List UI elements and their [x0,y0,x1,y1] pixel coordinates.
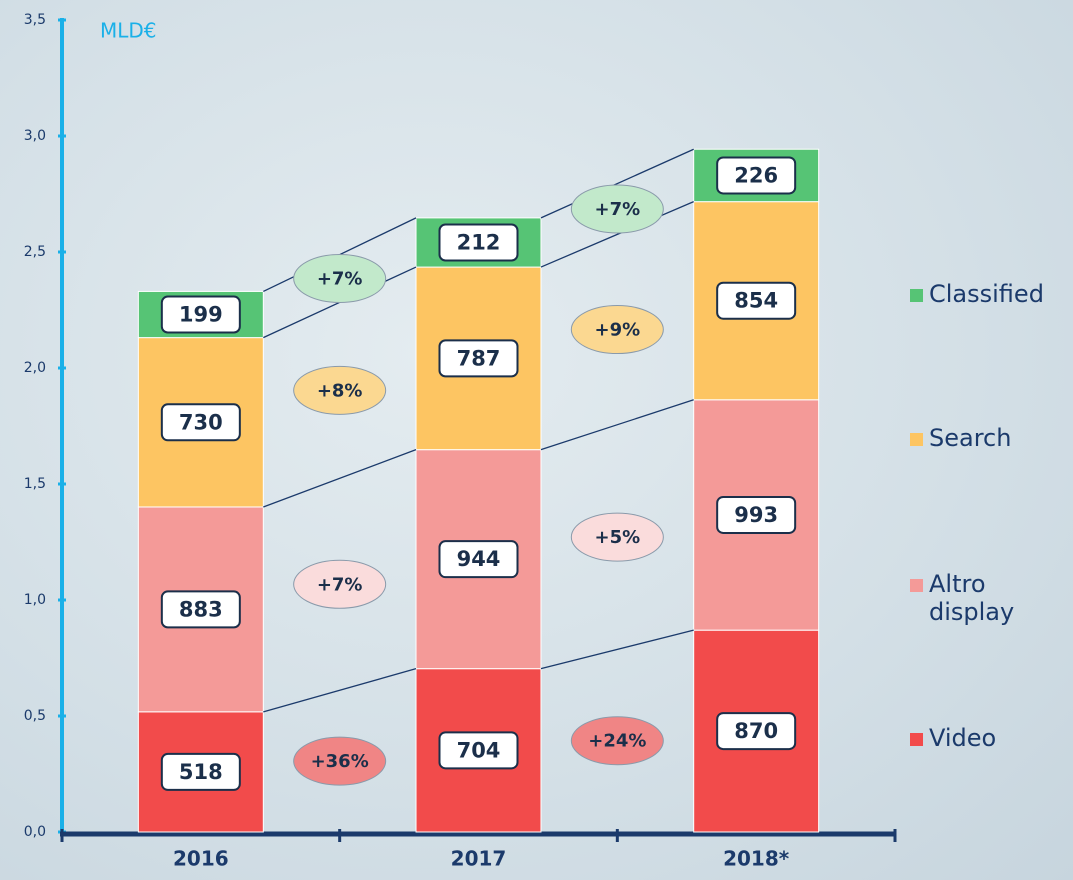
growth-bubble [570,184,664,234]
value-label: 704 [457,738,501,762]
value-label-box [716,156,797,195]
growth-label: +8% [317,380,363,401]
growth-label: +7% [317,574,363,595]
value-label: 199 [179,303,223,327]
value-label: 212 [457,230,501,254]
legend-label: Classified [929,280,1044,308]
value-label-box [716,712,797,751]
y-tick-label: 1,0 [24,592,46,608]
value-label: 226 [734,163,778,187]
value-label-box [160,752,241,791]
growth-bubble [293,736,387,786]
y-tick-label: 0,0 [24,824,46,840]
value-label-box [716,495,797,534]
value-label: 854 [734,289,778,313]
growth-bubble [293,365,387,415]
value-label-box [716,281,797,320]
value-label-box [438,223,519,262]
value-label-box [438,731,519,770]
value-label: 870 [734,719,778,743]
y-axis-label: MLD€ [100,19,157,43]
connector [263,449,417,508]
y-tick-label: 2,0 [24,360,46,376]
y-tick-label: 2,5 [24,244,46,260]
legend-item: Video [910,724,1070,752]
legend-item: Search [910,424,1070,452]
growth-bubble [293,559,387,609]
growth-label: +7% [317,269,363,290]
y-tick-label: 3,5 [24,12,46,28]
value-label: 787 [457,346,501,370]
legend-label: Search [929,424,1012,452]
growth-label: +7% [595,199,641,220]
value-label: 993 [734,503,778,527]
connector [263,668,417,713]
value-label: 518 [179,760,223,784]
value-label-box [160,295,241,334]
x-tick-label: 2017 [451,847,507,871]
x-tick-label: 2018* [723,847,790,871]
legend-swatch [910,579,923,592]
value-label-box [160,590,241,629]
growth-label: +9% [595,320,641,341]
connector [540,201,694,268]
connector [540,399,694,451]
value-label-box [160,403,241,442]
growth-label: +24% [588,731,646,752]
y-tick-label: 0,5 [24,708,46,724]
legend-swatch [910,733,923,746]
legend-swatch [910,289,923,302]
value-label: 730 [179,410,223,434]
legend-item: Classified [910,280,1070,308]
value-label: 883 [179,597,223,621]
legend-swatch [910,433,923,446]
growth-bubble [570,305,664,355]
y-tick-label: 3,0 [24,128,46,144]
growth-bubble [293,254,387,304]
connector [540,629,694,670]
value-label-box [438,339,519,378]
x-tick-label: 2016 [173,847,229,871]
legend-item: Altro display [910,570,1070,626]
connector [540,148,694,219]
growth-label: +36% [311,751,369,772]
y-tick-label: 1,5 [24,476,46,492]
legend-label: Video [929,724,997,752]
growth-label: +5% [595,527,641,548]
value-label-box [438,540,519,579]
growth-bubble [570,716,664,766]
value-label: 944 [457,547,501,571]
growth-bubble [570,512,664,562]
legend-label: Altro display [929,570,1015,626]
